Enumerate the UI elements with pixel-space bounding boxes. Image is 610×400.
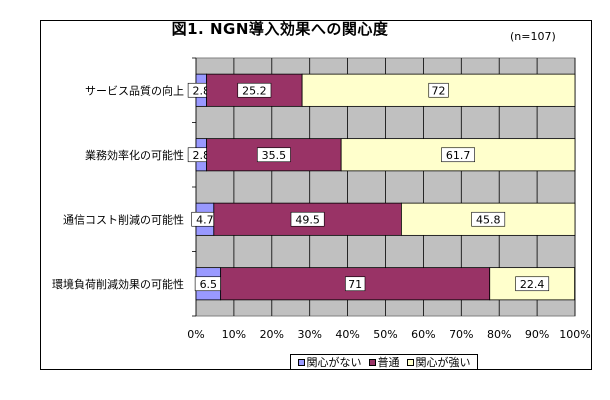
data-label-box xyxy=(515,276,550,292)
legend-label-normal: 普通 xyxy=(377,356,400,369)
x-tick-label: 70% xyxy=(449,328,473,341)
category-label: 環境負荷削減効果の可能性 xyxy=(52,277,184,291)
data-label-box xyxy=(237,82,272,98)
legend-item-none: 関心がない xyxy=(297,354,362,370)
x-tick-label: 50% xyxy=(373,328,397,341)
legend-label-none: 関心がない xyxy=(306,356,362,369)
legend-item-strong: 関心が強い xyxy=(406,354,471,370)
x-tick-label: 10% xyxy=(222,328,246,341)
category-label: サービス品質の向上 xyxy=(85,83,184,97)
data-label: 25.2 xyxy=(242,84,267,97)
data-label-box xyxy=(428,82,449,98)
category-label: 業務効率化の可能性 xyxy=(85,148,184,162)
data-label-box xyxy=(471,211,506,227)
data-label-box xyxy=(441,147,475,163)
data-label: 2.8 xyxy=(193,84,211,97)
data-label: 35.5 xyxy=(262,149,287,162)
data-label: 71 xyxy=(348,278,362,291)
data-label: 49.5 xyxy=(295,213,320,226)
data-label: 72 xyxy=(432,84,446,97)
legend-swatch-none xyxy=(297,358,305,366)
x-tick-label: 20% xyxy=(260,328,284,341)
x-tick-label: 40% xyxy=(335,328,359,341)
category-label: 通信コスト削減の可能性 xyxy=(63,212,184,226)
stacked-bar-chart: 2.8 25.2 72 サービス品質の向上 2.8 35.5 61.7 業務効率化の可能性 4.… xyxy=(52,57,591,341)
legend-label-strong: 関心が強い xyxy=(415,356,471,369)
legend-swatch-normal xyxy=(368,358,376,366)
data-label: 45.8 xyxy=(476,213,501,226)
data-label: 22.4 xyxy=(520,278,545,291)
data-label-box xyxy=(256,147,291,163)
x-tick-label: 90% xyxy=(525,328,549,341)
data-label-box xyxy=(290,211,325,227)
x-tick-label: 60% xyxy=(411,328,435,341)
x-tick-label: 30% xyxy=(297,328,321,341)
chart-title: 図1. NGN導入効果への関心度 xyxy=(171,20,389,38)
legend-item-normal: 普通 xyxy=(368,354,400,370)
legend: 関心がない 普通 関心が強い xyxy=(290,354,478,370)
x-tick-label: 100% xyxy=(559,328,590,341)
data-label: 2.8 xyxy=(193,149,211,162)
sample-size-note: (n=107) xyxy=(510,30,556,43)
x-tick-label: 80% xyxy=(487,328,511,341)
data-label: 61.7 xyxy=(446,149,471,162)
data-label: 6.5 xyxy=(200,278,218,291)
x-tick-label: 0% xyxy=(187,328,204,341)
data-label: 4.7 xyxy=(196,213,214,226)
data-label-box xyxy=(345,276,366,292)
legend-swatch-strong xyxy=(406,358,414,366)
